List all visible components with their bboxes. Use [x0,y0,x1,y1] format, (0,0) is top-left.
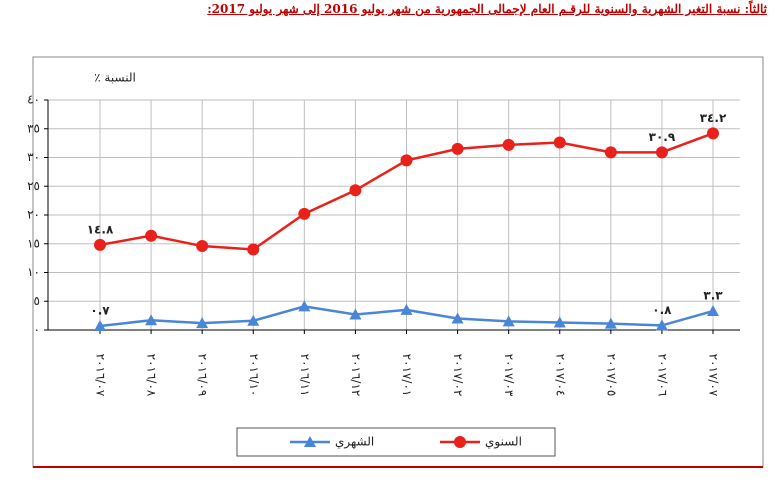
chart-frame [32,56,764,468]
point [247,243,260,256]
x-tick-label: ٢٠١٧/٠٢ [451,354,465,397]
point [145,314,158,326]
data-label: ٣٠.٩ [649,130,676,144]
point [400,303,413,315]
y-tick-label: ٣٠ [27,150,40,164]
legend-marker [304,436,316,447]
x-tick-label: ٢٠١٧/٠٤ [553,354,567,397]
point [502,315,515,327]
point [400,154,413,167]
point [196,240,209,253]
point [604,146,617,159]
x-tick-label: ٢٠١٦/١٠ [247,354,261,397]
x-tick-label: ٢٠١٧/٠٥ [604,354,618,397]
y-tick-label: ٠ [34,323,40,337]
y-tick-label: ٢٥ [27,179,40,193]
chart-title: ثالثاً: نسبة التغير الشهرية والسنوية للر… [207,2,767,16]
y-tick-label: ١٥ [27,236,40,250]
point [707,305,719,317]
data-label: ١٤.٨ [87,222,114,236]
x-tick-label: ٢٠١٧/٠١ [400,354,414,397]
data-label: ٣.٣ [703,289,723,303]
y-tick-label: ١٠ [27,265,40,279]
data-label: ٣٤.٢ [700,111,727,125]
point [349,308,362,320]
point [298,300,311,312]
x-tick-label: ٢٠١٦/٠٧ [94,354,108,397]
point [145,229,158,242]
x-tick-label: ٢٠١٦/٠٨ [145,354,159,397]
y-tick-label: ٢٠ [27,208,40,222]
point [655,146,668,159]
x-tick-label: ٢٠١٦/١١ [298,354,312,397]
point [502,138,515,151]
x-tick-label: ٢٠١٦/٠٩ [196,354,210,397]
point [707,127,719,140]
point [553,316,566,328]
point [349,184,362,197]
x-tick-label: ٢٠١٧/٠٦ [655,354,669,397]
x-tick-label: ٢٠١٧/٠٣ [502,354,516,397]
y-tick-label: ٥ [34,294,40,308]
point [298,207,311,220]
y-tick-label: ٣٥ [27,121,40,135]
point [196,317,209,329]
point [247,314,260,326]
point [553,136,566,149]
legend-label: السنوي [485,435,522,450]
data-label: ٠.٧ [90,303,110,317]
point [94,319,106,331]
y-axis-label: النسبة ٪ [94,71,136,85]
x-tick-label: ٢٠١٦/١٢ [349,354,363,397]
point [655,319,668,331]
point [451,312,464,324]
point [94,238,106,251]
legend-marker [454,436,466,448]
x-tick-label: ٢٠١٧/٠٧ [707,354,721,397]
y-tick-label: ٤٠ [27,93,40,107]
legend-label: الشهري [335,435,374,450]
point [451,142,464,155]
point [604,317,617,329]
data-label: ٠.٨ [652,303,672,317]
